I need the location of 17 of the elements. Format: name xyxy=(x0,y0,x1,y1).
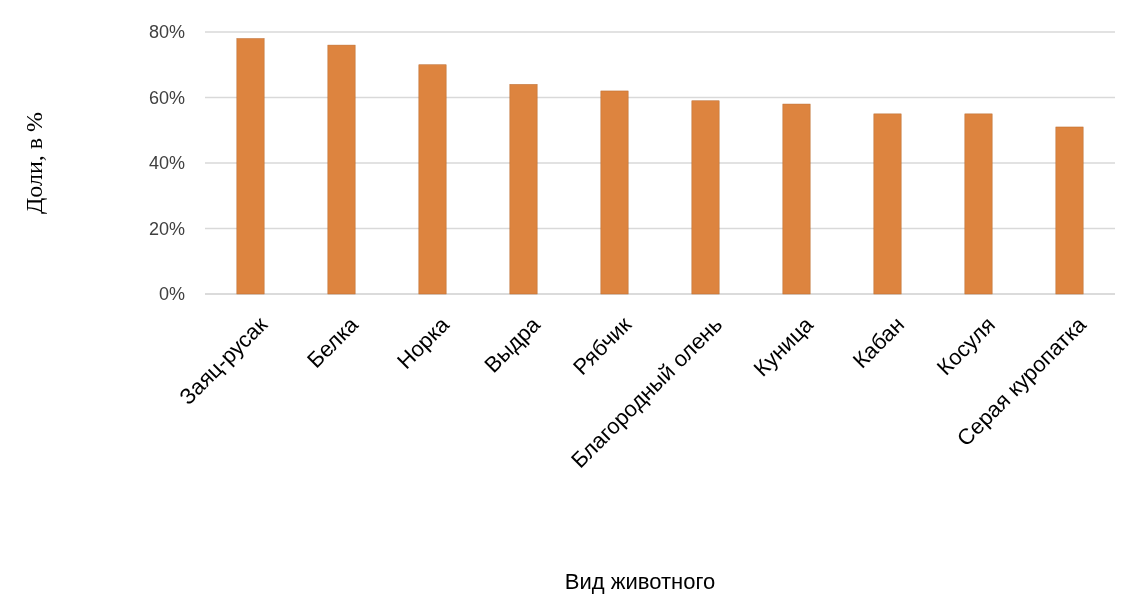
y-axis-title: Доли, в % xyxy=(21,111,47,215)
bar xyxy=(327,44,356,295)
y-tick-label: 40% xyxy=(148,153,185,174)
y-tick-label: 0% xyxy=(158,284,185,305)
bar xyxy=(236,38,265,295)
bar xyxy=(1055,126,1084,295)
bar xyxy=(873,113,902,295)
y-tick-label: 60% xyxy=(148,87,185,108)
bar xyxy=(782,103,811,295)
bar xyxy=(509,84,538,295)
bar xyxy=(691,100,720,295)
bar xyxy=(964,113,993,295)
y-tick-label: 80% xyxy=(148,22,185,43)
y-tick-label: 20% xyxy=(148,218,185,239)
x-axis-title: Вид животного xyxy=(564,569,716,594)
bar xyxy=(418,64,447,295)
bar xyxy=(600,90,629,295)
